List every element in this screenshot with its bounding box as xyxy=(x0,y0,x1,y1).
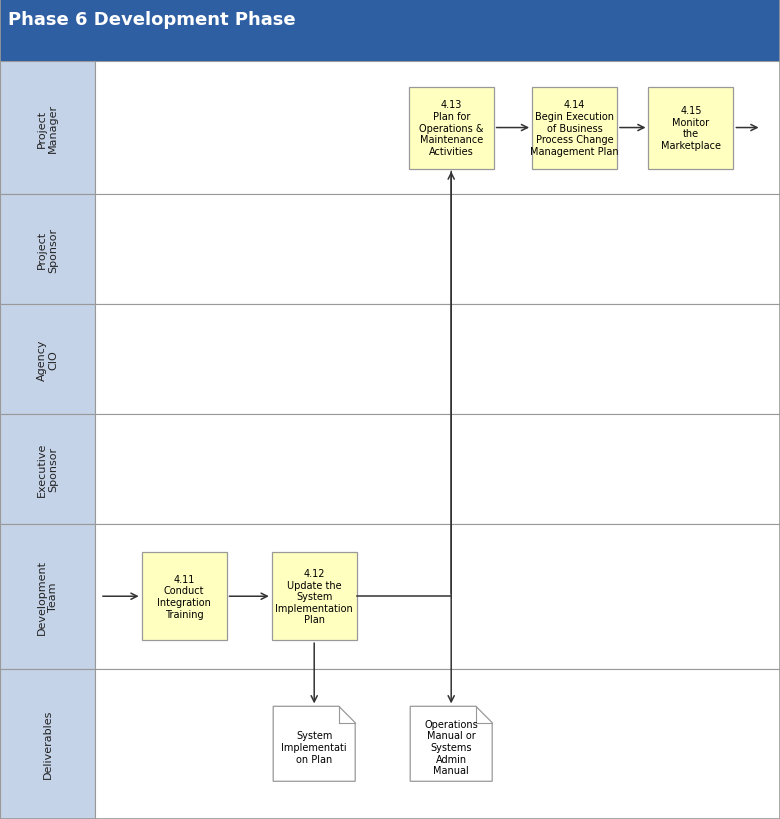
Bar xyxy=(95,195,780,305)
Text: 4.15
Monitor
the
Marketplace: 4.15 Monitor the Marketplace xyxy=(661,106,721,151)
Text: 4.11
Conduct
Integration
Training: 4.11 Conduct Integration Training xyxy=(157,574,211,619)
Polygon shape xyxy=(273,707,355,781)
Bar xyxy=(95,669,780,819)
Text: 4.14
Begin Execution
of Business
Process Change
Management Plan: 4.14 Begin Execution of Business Process… xyxy=(530,100,619,156)
Text: Operations
Manual or
Systems
Admin
Manual: Operations Manual or Systems Admin Manua… xyxy=(424,719,478,776)
Text: Agency
CIO: Agency CIO xyxy=(37,339,58,380)
Bar xyxy=(95,305,780,414)
Bar xyxy=(0,62,95,195)
Bar xyxy=(0,669,95,819)
Bar xyxy=(95,524,780,669)
Bar xyxy=(271,553,356,640)
Text: Project
Sponsor: Project Sponsor xyxy=(37,227,58,272)
Text: Executive
Sponsor: Executive Sponsor xyxy=(37,442,58,496)
Text: Phase 6 Development Phase: Phase 6 Development Phase xyxy=(8,11,296,29)
Text: System
Implementati
on Plan: System Implementati on Plan xyxy=(282,731,347,764)
Bar xyxy=(0,0,780,40)
Bar xyxy=(95,414,780,524)
Text: Project
Manager: Project Manager xyxy=(37,104,58,153)
Text: 4.13
Plan for
Operations &
Maintenance
Activities: 4.13 Plan for Operations & Maintenance A… xyxy=(419,100,484,156)
Bar xyxy=(0,40,780,62)
Bar xyxy=(0,414,95,524)
Bar xyxy=(0,524,95,669)
Polygon shape xyxy=(410,707,492,781)
Text: 4.12
Update the
System
Implementation
Plan: 4.12 Update the System Implementation Pl… xyxy=(275,568,353,625)
Bar xyxy=(95,62,780,195)
Bar xyxy=(0,305,95,414)
Text: Deliverables: Deliverables xyxy=(42,709,52,779)
Bar xyxy=(0,195,95,305)
Bar xyxy=(648,88,733,170)
Text: Development
Team: Development Team xyxy=(37,559,58,634)
Bar xyxy=(532,88,617,170)
Bar xyxy=(409,88,494,170)
Bar xyxy=(141,553,226,640)
